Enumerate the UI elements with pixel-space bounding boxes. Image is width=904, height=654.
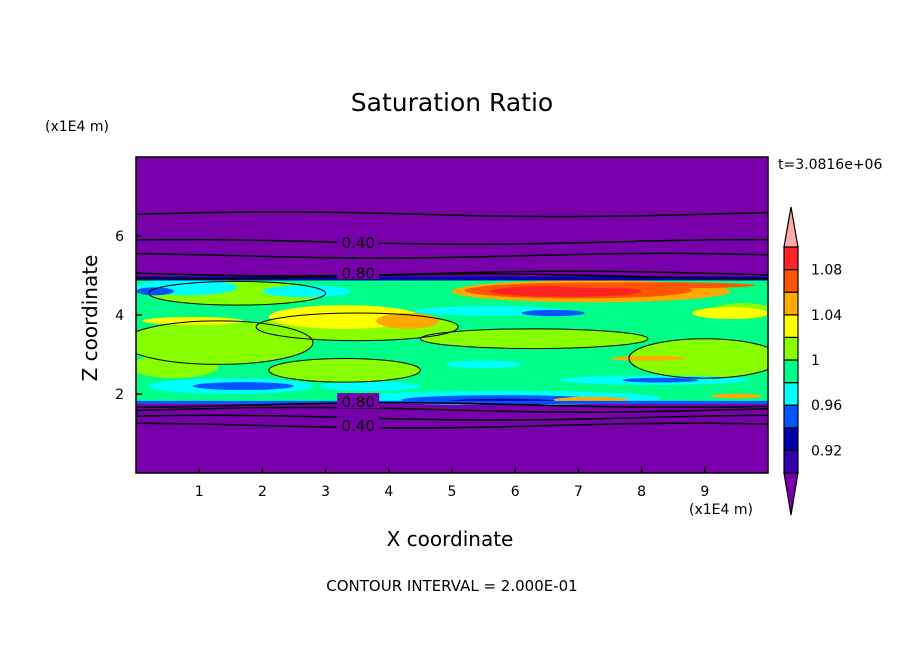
contour-line: [148, 280, 327, 306]
colorbar-segment: [783, 269, 799, 293]
colorbar-segment: [783, 449, 799, 474]
axes: 1 2 3 4 5 6 7 8 9 2 4 6: [115, 156, 769, 500]
contour-line: [136, 422, 768, 429]
contour-interval-label: CONTOUR INTERVAL = 2.000E-01: [326, 577, 578, 595]
x-tick-label: 3: [321, 484, 330, 500]
x-tick-label: 7: [574, 484, 583, 500]
contour-line: [136, 252, 768, 259]
contour-region: [376, 313, 440, 329]
colorbar-segment: [783, 359, 799, 384]
contour-region: [268, 358, 421, 383]
contour-field: 0.40 0.80 0.80 0.40: [136, 157, 768, 473]
y-tick-label: 4: [115, 308, 124, 324]
colorbar-segment: [783, 382, 799, 406]
colorbar-tick-label: 0.96: [811, 398, 842, 414]
contour-region: [622, 377, 699, 383]
colorbar-under-triangle: [783, 472, 799, 516]
contour-region: [136, 287, 174, 296]
time-label: t=3.0816e+06: [778, 157, 883, 173]
contour-line: [419, 328, 649, 350]
contour-region: [489, 285, 642, 297]
x-tick-label: 4: [384, 484, 393, 500]
contour-line: [136, 414, 768, 421]
contour-line: [628, 338, 768, 379]
contour-line: [136, 273, 768, 280]
y-axis-unit: (x1E4 m): [45, 119, 109, 135]
contour-region: [319, 381, 421, 391]
contour-region: [136, 276, 768, 281]
x-tick-label: 2: [258, 484, 267, 500]
colorbar-segment: [783, 314, 799, 338]
contour-label-bg: [337, 393, 380, 409]
contour-label: 0.40: [341, 234, 374, 252]
contour-region: [192, 382, 294, 391]
contour-label-bg: [337, 264, 380, 280]
contour-label-bg: [337, 233, 380, 249]
colorbar: 0.92 0.96 1 1.04 1.08: [783, 206, 842, 516]
colorbar-segment: [783, 291, 799, 316]
y-tick-label: 2: [115, 387, 124, 403]
colorbar-segment: [783, 246, 799, 271]
colorbar-tick-label: 1.08: [811, 263, 842, 279]
x-axis-unit: (x1E4 m): [689, 502, 753, 518]
contour-label: 0.80: [341, 393, 374, 411]
contour-line: [136, 211, 768, 218]
colorbar-segment: [783, 427, 799, 451]
colorbar-tick-label: 1.04: [811, 308, 842, 324]
contour-region: [610, 356, 686, 361]
contour-label-bg: [337, 416, 380, 432]
contour-line: [136, 406, 768, 413]
contour-line: [136, 270, 768, 277]
contour-region: [445, 360, 522, 369]
colorbar-segment: [783, 404, 799, 429]
contour-region: [142, 316, 244, 325]
contour-region: [521, 309, 585, 317]
contour-label: 0.40: [341, 417, 374, 435]
colorbar-tick-label: 0.92: [811, 443, 842, 459]
contour-label: 0.80: [341, 264, 374, 282]
x-tick-label: 9: [700, 484, 709, 500]
contour-line: [136, 320, 314, 365]
x-tick-label: 5: [448, 484, 457, 500]
x-tick-label: 1: [195, 484, 204, 500]
colorbar-segment: [783, 336, 799, 361]
colorbar-over-triangle: [783, 206, 799, 248]
contour-line: [136, 401, 768, 409]
contour-line: [268, 357, 421, 383]
contour-region: [136, 354, 219, 379]
contour-region: [711, 393, 762, 399]
chart-title: Saturation Ratio: [350, 88, 554, 117]
contour-region: [136, 400, 768, 404]
contour-region: [262, 285, 351, 298]
contour-region: [628, 338, 768, 379]
contour-region: [553, 282, 756, 289]
x-tick-label: 6: [511, 484, 520, 500]
contour-line: [136, 238, 768, 246]
contour-line: [255, 312, 459, 342]
x-tick-label: 8: [637, 484, 646, 500]
contour-region: [692, 307, 768, 319]
colorbar-tick-label: 1: [811, 353, 820, 369]
x-axis-label: X coordinate: [386, 527, 514, 551]
y-tick-label: 6: [115, 229, 124, 245]
contour-region: [420, 328, 648, 349]
